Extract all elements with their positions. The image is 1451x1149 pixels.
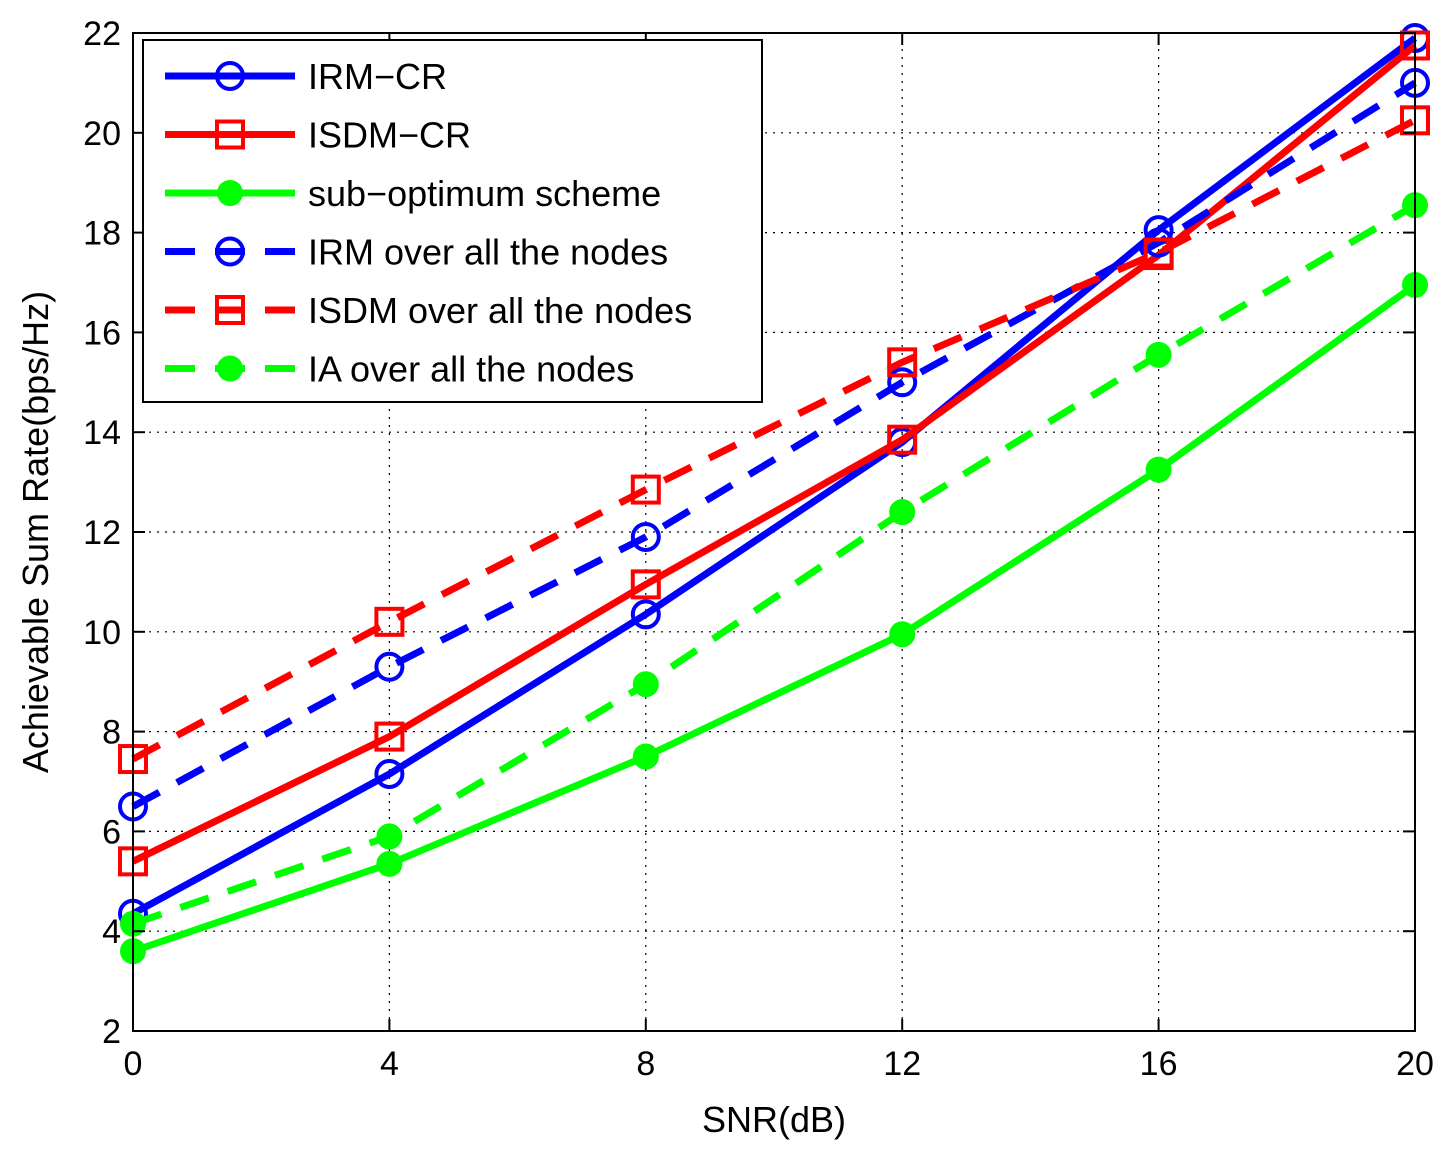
data-point bbox=[630, 569, 661, 600]
x-tick-label: 0 bbox=[124, 1045, 143, 1083]
y-tick-label: 22 bbox=[83, 15, 121, 53]
y-axis-label: Achievable Sum Rate(bps/Hz) bbox=[15, 291, 56, 773]
legend-label: sub−optimum scheme bbox=[308, 173, 661, 214]
data-point bbox=[632, 671, 659, 698]
y-tick-label: 20 bbox=[83, 115, 121, 153]
legend-marker bbox=[217, 180, 243, 206]
y-tick-label: 2 bbox=[102, 1013, 121, 1051]
legend-marker bbox=[215, 236, 245, 267]
legend-entry-4: IRM over all the nodes bbox=[165, 232, 668, 273]
x-tick-label: 12 bbox=[883, 1045, 921, 1083]
data-point bbox=[887, 347, 918, 378]
data-point bbox=[1145, 341, 1172, 368]
series-line bbox=[131, 42, 1418, 865]
x-axis-label: SNR(dB) bbox=[702, 1099, 846, 1140]
y-tick-label: 12 bbox=[83, 514, 121, 552]
legend-entry-3: sub−optimum scheme bbox=[165, 173, 661, 214]
series-line bbox=[131, 282, 1418, 955]
x-tick-label: 16 bbox=[1140, 1045, 1178, 1083]
legend-entry-5: ISDM over all the nodes bbox=[165, 290, 692, 331]
y-tick-label: 6 bbox=[102, 813, 121, 851]
y-tick-label: 14 bbox=[83, 414, 121, 452]
data-point bbox=[374, 759, 405, 790]
legend-marker bbox=[215, 295, 245, 325]
data-point bbox=[630, 521, 661, 552]
x-tick-label: 8 bbox=[636, 1045, 655, 1083]
y-tick-label: 8 bbox=[102, 714, 121, 752]
data-point bbox=[374, 721, 405, 752]
legend-marker bbox=[215, 61, 245, 91]
data-point bbox=[1145, 456, 1172, 483]
series-line bbox=[131, 79, 1417, 810]
series-line bbox=[131, 35, 1418, 917]
y-tick-label: 10 bbox=[83, 614, 121, 652]
data-point bbox=[376, 823, 403, 850]
data-point bbox=[1143, 237, 1174, 268]
legend-entry-2: ISDM−CR bbox=[165, 115, 471, 156]
legend-marker bbox=[217, 355, 243, 382]
data-point bbox=[630, 474, 661, 505]
legend-entry-1: IRM−CR bbox=[165, 56, 447, 97]
series-3 bbox=[120, 271, 1428, 965]
series-line bbox=[131, 202, 1417, 928]
data-point bbox=[887, 367, 918, 398]
legend: IRM−CR ISDM−CR sub−optimum scheme IRM over … bbox=[142, 39, 763, 403]
legend-label: ISDM over all the nodes bbox=[308, 290, 692, 331]
legend-marker bbox=[215, 119, 245, 150]
legend-label: IA over all the nodes bbox=[308, 349, 634, 390]
data-point bbox=[374, 651, 405, 682]
y-tick-label: 18 bbox=[83, 215, 121, 253]
data-point bbox=[374, 606, 405, 637]
legend-box bbox=[142, 39, 763, 403]
legend-entry-6: IA over all the nodes bbox=[165, 349, 634, 390]
data-point bbox=[887, 424, 918, 455]
data-point bbox=[889, 499, 916, 526]
legend-label: IRM−CR bbox=[308, 56, 447, 97]
y-tick-label: 4 bbox=[102, 913, 121, 951]
legend-label: ISDM−CR bbox=[308, 115, 471, 156]
series-layer bbox=[118, 22, 1430, 965]
x-tick-label: 4 bbox=[380, 1045, 399, 1083]
data-point bbox=[889, 621, 916, 648]
x-tick-label: 20 bbox=[1396, 1045, 1434, 1083]
legend-label: IRM over all the nodes bbox=[308, 232, 668, 273]
data-point bbox=[376, 850, 403, 877]
y-tick-label: 16 bbox=[83, 314, 121, 352]
data-point bbox=[632, 743, 659, 770]
data-point bbox=[630, 599, 661, 630]
series-line bbox=[131, 117, 1417, 763]
